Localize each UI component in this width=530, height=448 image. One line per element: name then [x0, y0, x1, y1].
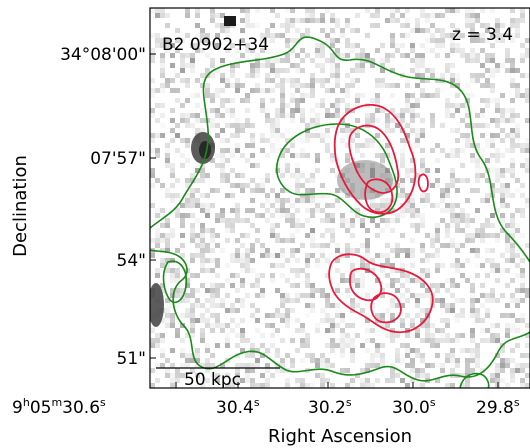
source-name-label: B2 0902+34	[162, 35, 269, 55]
green-contour-lower-left-loop	[162, 260, 188, 304]
green-contours	[150, 36, 530, 388]
dec-tick-label: 34°08'00"	[60, 45, 146, 65]
dec-tick-label: 51"	[117, 349, 146, 369]
dark-blob-top	[224, 16, 236, 26]
dark-sources	[150, 16, 393, 327]
y-axis-title: Declination	[10, 155, 31, 257]
red-contour-north-small	[417, 173, 429, 193]
plot-frame	[149, 7, 530, 389]
red-contour-south-core	[370, 292, 402, 324]
green-contour-bottom-right	[459, 372, 490, 388]
redshift-label: z = 3.4	[452, 25, 513, 45]
red-contour-south-outer	[328, 253, 434, 334]
red-contour-south-inner	[349, 267, 383, 302]
ra-tick-label-first: 9h05m30.6s	[12, 396, 106, 418]
red-contours	[328, 104, 434, 334]
red-contour-north-outer	[333, 104, 417, 215]
central-emission	[337, 160, 393, 200]
dec-tick-label: 07'57"	[90, 149, 146, 169]
ra-tick-label: 30.4s	[216, 396, 260, 418]
tick-marks	[150, 53, 499, 388]
green-contour-main	[150, 36, 530, 382]
ra-tick-label: 29.8s	[476, 396, 520, 418]
red-contour-north-inner	[348, 124, 400, 194]
greyscale-noise-image	[150, 8, 530, 388]
scale-bar-label: 50 kpc	[184, 370, 241, 390]
dec-tick-label: 54"	[117, 251, 146, 271]
red-contour-north-core	[364, 178, 394, 214]
x-axis-title: Right Ascension	[268, 426, 412, 447]
ra-tick-label: 30.2s	[308, 396, 352, 418]
ra-tick-label: 30.0s	[392, 396, 436, 418]
dark-blob-lower-left	[150, 283, 164, 327]
